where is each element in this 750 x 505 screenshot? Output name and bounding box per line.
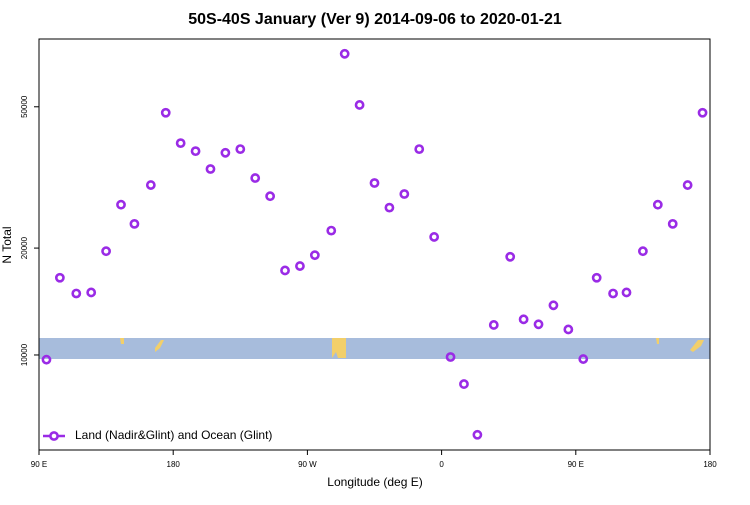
- point: [488, 320, 499, 330]
- point: [280, 265, 290, 276]
- point: [399, 189, 410, 199]
- point: [518, 314, 529, 325]
- point: [563, 324, 574, 335]
- point: [190, 146, 201, 157]
- point: [384, 202, 395, 213]
- point: [220, 147, 231, 158]
- point: [608, 288, 618, 299]
- point: [175, 138, 186, 149]
- point: [116, 199, 126, 210]
- point: [86, 287, 97, 298]
- point: [578, 354, 589, 364]
- x-tick-label: 0: [439, 460, 444, 469]
- point: [505, 251, 516, 262]
- y-tick-label: 50000: [20, 95, 29, 118]
- point: [638, 246, 648, 257]
- point: [129, 218, 140, 229]
- x-tick-label: 90 E: [31, 460, 47, 469]
- y-tick-label: 10000: [20, 343, 29, 366]
- y-axis-label: N Total: [0, 226, 14, 263]
- point: [533, 319, 544, 330]
- point: [71, 288, 82, 299]
- point: [445, 352, 456, 362]
- point: [309, 250, 320, 261]
- x-tick-label: 180: [703, 460, 717, 469]
- point: [339, 48, 350, 59]
- point: [429, 232, 440, 242]
- point: [472, 429, 483, 440]
- point: [205, 164, 216, 174]
- x-tick-label: 90 E: [568, 460, 584, 469]
- point: [145, 180, 156, 190]
- point: [265, 191, 276, 202]
- point: [621, 287, 632, 298]
- point: [591, 272, 602, 283]
- point: [41, 354, 52, 365]
- point: [101, 246, 111, 257]
- point: [697, 107, 708, 118]
- point: [652, 199, 663, 210]
- point: [54, 272, 65, 283]
- point: [369, 178, 380, 188]
- point: [295, 261, 305, 271]
- point: [326, 225, 337, 236]
- x-tick-label: 90 W: [298, 460, 317, 469]
- x-tick-label: 180: [167, 460, 181, 469]
- map-strip: [39, 338, 710, 359]
- y-tick-label: 20000: [20, 236, 29, 259]
- point: [459, 379, 469, 389]
- point: [682, 180, 693, 190]
- point: [354, 100, 365, 110]
- point: [235, 144, 246, 155]
- legend-label: Land (Nadir&Glint) and Ocean (Glint): [75, 428, 272, 442]
- legend-marker: [49, 431, 59, 441]
- x-axis-label: Longitude (deg E): [327, 475, 422, 489]
- point: [250, 173, 261, 183]
- point: [160, 107, 171, 118]
- point: [414, 144, 425, 155]
- point: [548, 300, 559, 311]
- plot-frame: [38, 38, 711, 451]
- chart-title: 50S-40S January (Ver 9) 2014-09-06 to 20…: [188, 11, 562, 28]
- point: [667, 218, 678, 229]
